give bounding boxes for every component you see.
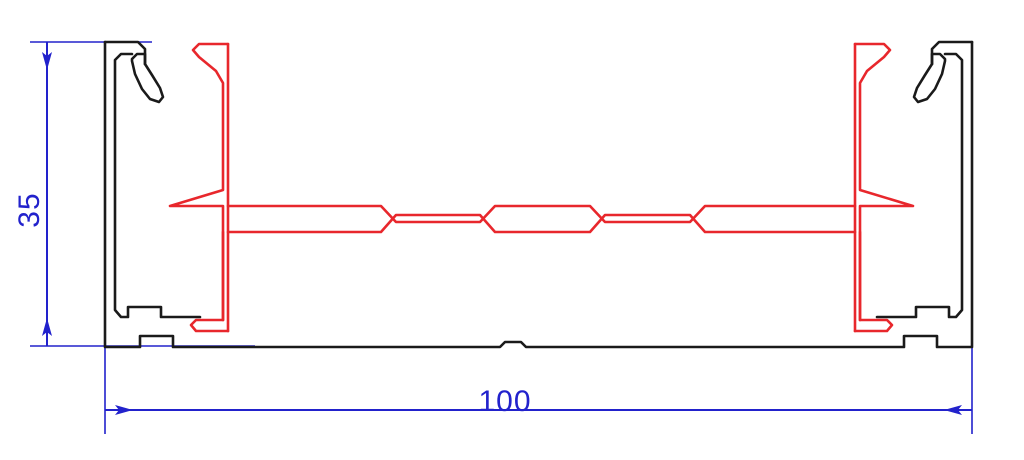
dimension-height-arrow-top	[42, 52, 52, 70]
dimension-width-arrow-left	[115, 405, 133, 415]
dimension-layer	[30, 41, 973, 434]
extension-lines	[30, 41, 973, 434]
dimension-width-arrow-right	[944, 405, 962, 415]
inner-profile-left-member	[168, 42, 230, 333]
outer-profile-right-inner-wall	[875, 52, 964, 319]
outer-profile-left-inner-wall	[113, 52, 202, 319]
dimension-height-arrow-bottom	[42, 318, 52, 336]
inner-profile-right-member	[853, 42, 915, 333]
inner-profile-lower-web	[226, 213, 857, 234]
outer-profile-left-hook	[130, 52, 165, 104]
outer-profile-right-hook	[912, 52, 947, 104]
dimension-height-group	[42, 42, 52, 346]
outer-profile-boundary	[103, 40, 974, 349]
inner-profile-upper-web	[226, 204, 857, 224]
outer-profile-black	[103, 40, 974, 349]
inner-profile-red	[168, 42, 915, 333]
dimension-width-group	[105, 405, 972, 415]
dimension-width-label: 100	[478, 385, 532, 418]
dimension-height-label: 35	[13, 192, 46, 228]
